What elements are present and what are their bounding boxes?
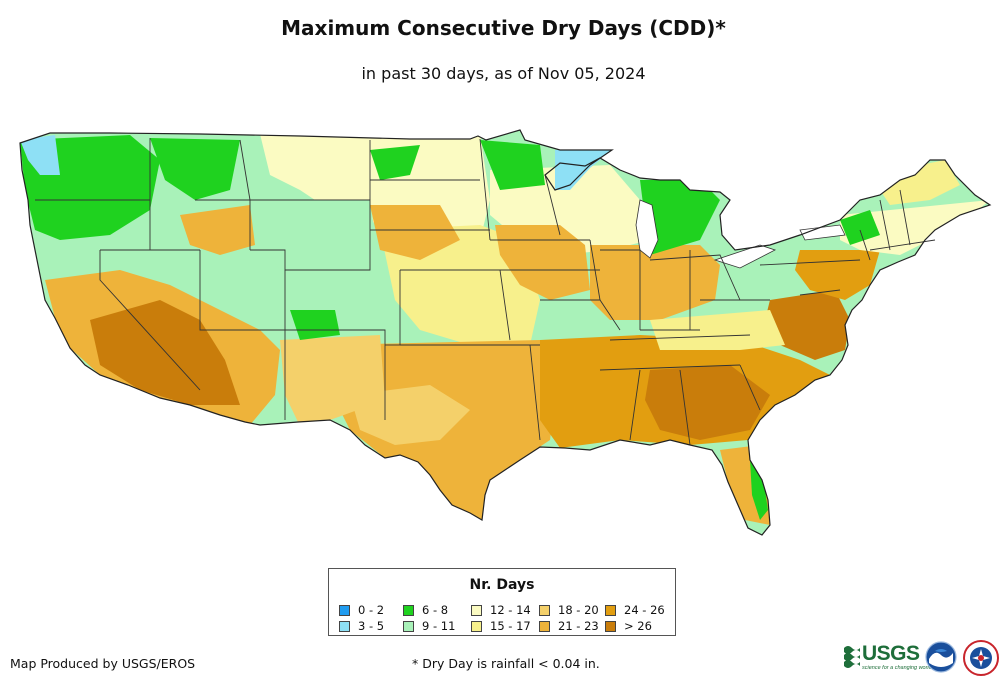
legend-swatch-18-20 [539,604,550,616]
legend-label: 6 - 8 [422,603,449,617]
region-ohio-valley [590,245,720,320]
region-wyoming-colorado [250,200,380,285]
region-dakota-orange [370,205,460,260]
region-iowa-orange [495,225,590,300]
legend-swatch-0-2 [339,604,350,616]
map-subtitle: in past 30 days, as of Nov 05, 2024 [361,64,646,83]
cdd-raster [20,130,990,535]
legend-swatch-12-14 [471,604,482,616]
usgs-wordmark: USGS [862,642,920,665]
legend-item-6-8: 6 - 8 [403,603,448,617]
state-borders [35,138,936,446]
legend-item-21-23: 21 - 23 [539,619,599,633]
noaa-logo-icon [925,641,957,673]
region-idaho-orange [180,205,255,255]
legend-label: 21 - 23 [558,619,599,633]
legend-item-9-11: 9 - 11 [403,619,455,633]
lake-michigan [635,199,659,259]
lake-ontario [799,224,846,241]
legend-label: 12 - 14 [490,603,531,617]
legend-swatch-9-11 [403,620,414,632]
region-new-mexico [280,335,385,422]
legend-item-gt-26: > 26 [605,619,652,633]
legend-swatch-21-23 [539,620,550,632]
legend: Nr. Days 0 - 2 3 - 5 6 - 8 9 - 11 12 - 1… [328,568,676,636]
region-minnesota-green [480,140,545,190]
legend-title: Nr. Days [469,577,535,593]
region-georgia-brown [645,365,770,440]
legend-swatch-6-8 [403,604,414,616]
usgs-wave-icon [844,646,860,668]
legend-item-3-5: 3 - 5 [339,619,384,633]
legend-label: 15 - 17 [490,619,531,633]
legend-item-12-14: 12 - 14 [471,603,531,617]
usgs-logo: USGS science for a changing world [844,642,932,674]
region-tennessee [650,310,785,350]
legend-label: 18 - 20 [558,603,599,617]
lake-erie [713,244,777,269]
legend-item-0-2: 0 - 2 [339,603,384,617]
dry-day-footnote: * Dry Day is rainfall < 0.04 in. [412,656,600,671]
legend-swatch-15-17 [471,620,482,632]
legend-item-18-20: 18 - 20 [539,603,599,617]
legend-swatch-3-5 [339,620,350,632]
region-new-england [840,200,990,255]
region-arizona-brown [90,300,240,405]
region-nd-green [370,145,420,180]
legend-label: 24 - 26 [624,603,665,617]
map-title: Maximum Consecutive Dry Days (CDD)* [281,16,726,40]
region-adirondack-green [840,210,880,245]
legend-label: 0 - 2 [358,603,385,617]
region-colorado-green [290,310,340,340]
region-olympic-cyan [20,135,60,175]
nws-logo-icon [963,640,999,676]
region-michigan-green [640,180,720,255]
legend-label: 9 - 11 [422,619,456,633]
region-florida-green [750,460,768,520]
legend-swatch-gt-26 [605,620,616,632]
legend-item-15-17: 15 - 17 [471,619,531,633]
legend-swatch-24-26 [605,604,616,616]
region-idaho-montana-green [150,138,240,200]
usgs-tagline: science for a changing world [862,665,932,671]
legend-label: 3 - 5 [358,619,385,633]
legend-item-24-26: 24 - 26 [605,603,665,617]
map-credit: Map Produced by USGS/EROS [10,656,196,671]
region-virginia-brown [765,290,850,360]
legend-label: > 26 [624,619,652,633]
